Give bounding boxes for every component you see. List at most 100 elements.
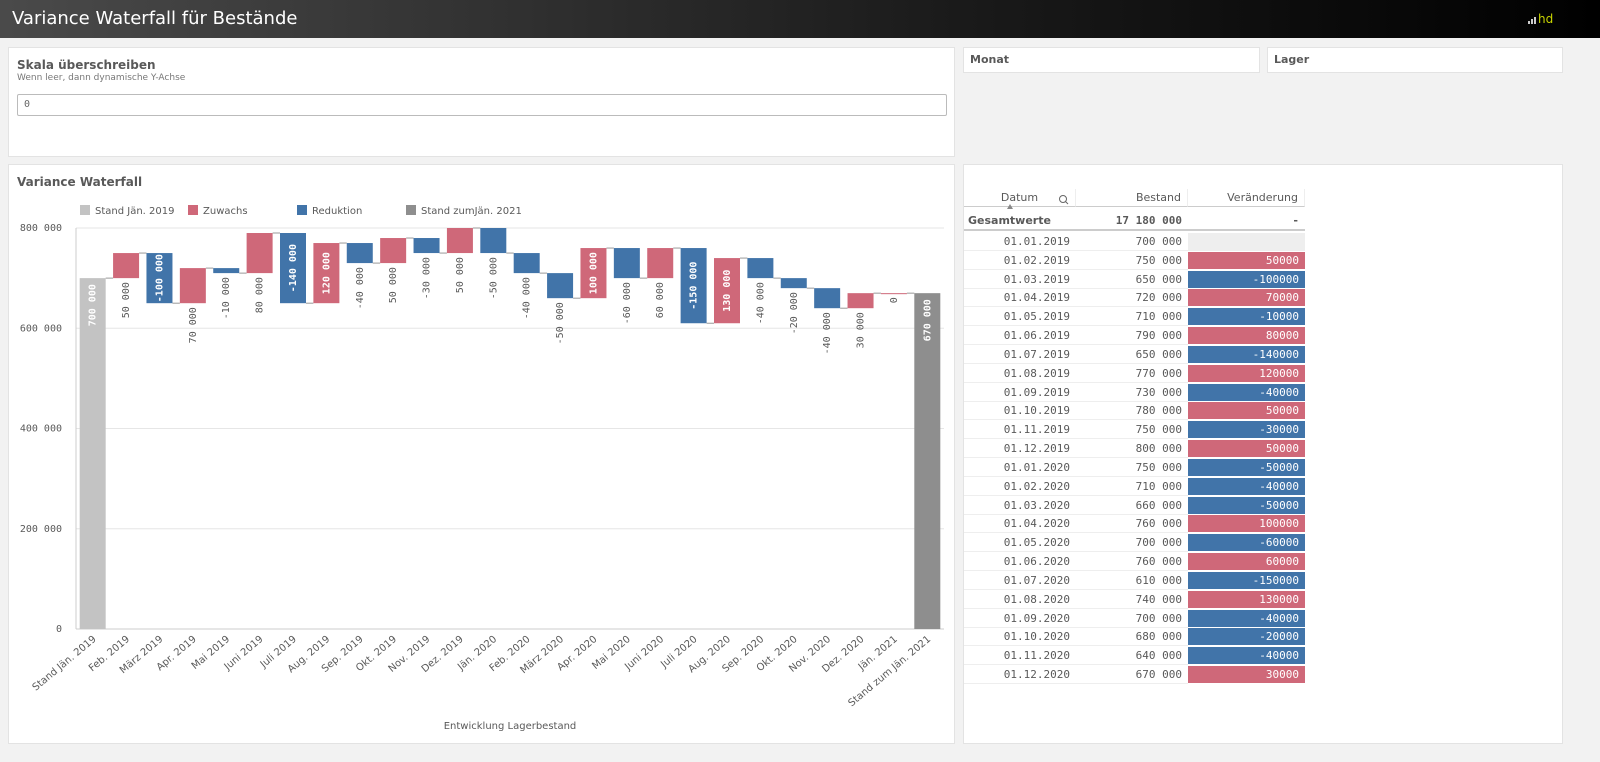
- table-cell: 750 000: [1076, 459, 1188, 477]
- table-cell: 760 000: [1076, 553, 1188, 572]
- change-cell: -50000: [1188, 496, 1305, 515]
- table-cell: 01.10.2020: [964, 628, 1076, 647]
- change-cell: -140000: [1188, 345, 1305, 364]
- table-cell: 01.07.2020: [964, 572, 1076, 590]
- change-cell: 50000: [1188, 440, 1305, 459]
- value-label: 120 000: [321, 252, 332, 294]
- filter-monat[interactable]: Monat: [963, 47, 1260, 73]
- table-cell: 01.06.2020: [964, 553, 1076, 572]
- bar: [113, 253, 140, 279]
- table-panel: Datum Bestand Veränderung Gesamtwerte 17 180…: [963, 164, 1563, 744]
- filter-label: Lager: [1274, 53, 1310, 66]
- legend-label: Reduktion: [312, 206, 362, 217]
- empty-cell: [1188, 233, 1305, 251]
- value-label: -40 000: [822, 312, 833, 354]
- table-cell: 700 000: [1076, 233, 1188, 251]
- bar: [647, 248, 674, 279]
- value-label: -40 000: [355, 267, 366, 309]
- table-cell: 790 000: [1076, 327, 1188, 346]
- table-cell: 01.02.2019: [964, 252, 1076, 270]
- table-cell: 730 000: [1076, 384, 1188, 402]
- legend-label: Stand zumJän. 2021: [421, 206, 522, 217]
- chart: 0 200 000 400 000 600 000 800 000 Stand Jän. …: [20, 205, 944, 732]
- bar: [847, 293, 874, 309]
- scale-title: Skala überschreiben: [17, 58, 156, 72]
- logo: hd: [1528, 12, 1553, 26]
- bar: [79, 278, 106, 629]
- table-cell: 750 000: [1076, 421, 1188, 440]
- value-label: -40 000: [522, 277, 533, 319]
- x-axis-title: Entwicklung Lagerbestand: [444, 721, 577, 732]
- value-label: 50 000: [388, 267, 399, 303]
- value-label: -150 000: [689, 262, 700, 310]
- table-cell: 01.08.2020: [964, 591, 1076, 609]
- header-title: Variance Waterfall für Bestände: [12, 8, 298, 29]
- totals-cell: Gesamtwerte: [964, 211, 1076, 231]
- change-cell: 130000: [1188, 590, 1305, 609]
- value-label: 80 000: [255, 277, 266, 313]
- change-cell: 80000: [1188, 327, 1305, 346]
- table-cell: 01.09.2019: [964, 384, 1076, 402]
- bar: [179, 268, 206, 304]
- totals-cell: 17 180 000: [1076, 211, 1188, 231]
- bar: [480, 228, 507, 254]
- change-cell: -40000: [1188, 609, 1305, 628]
- bar: [413, 238, 440, 254]
- bar: [780, 278, 807, 289]
- table-cell: 01.04.2019: [964, 289, 1076, 308]
- header-bar: Variance Waterfall für Bestände hd: [0, 0, 1600, 38]
- y-tick-label: 600 000: [20, 323, 62, 334]
- table-cell: 640 000: [1076, 647, 1188, 666]
- change-cell: -40000: [1188, 477, 1305, 496]
- table-cell: 01.03.2019: [964, 271, 1076, 289]
- change-cell: -60000: [1188, 534, 1305, 553]
- table-cell: 710 000: [1076, 308, 1188, 327]
- change-cell: 100000: [1188, 515, 1305, 534]
- legend-swatch: [188, 205, 198, 215]
- value-label: -50 000: [555, 302, 566, 344]
- bar: [446, 228, 473, 254]
- bar: [914, 293, 941, 629]
- table-cell: 01.09.2020: [964, 610, 1076, 628]
- table-cell: 660 000: [1076, 497, 1188, 515]
- change-cell: -30000: [1188, 421, 1305, 440]
- value-label: 60 000: [655, 282, 666, 318]
- table-cell: 01.02.2020: [964, 478, 1076, 496]
- table: Datum Bestand Veränderung Gesamtwerte 17 180…: [964, 165, 1564, 745]
- scale-input[interactable]: 0: [17, 94, 947, 116]
- table-cell: 670 000: [1076, 666, 1188, 685]
- value-label: 0: [889, 297, 900, 303]
- legend-label: Stand Jän. 2019: [95, 206, 174, 217]
- value-label: -30 000: [422, 257, 433, 299]
- bar: [513, 253, 540, 274]
- change-cell: 60000: [1188, 553, 1305, 572]
- value-label: -50 000: [488, 257, 499, 299]
- legend-swatch: [80, 205, 90, 215]
- scale-subtitle: Wenn leer, dann dynamische Y-Achse: [17, 73, 186, 83]
- table-cell: 01.04.2020: [964, 515, 1076, 534]
- table-cell: 650 000: [1076, 271, 1188, 289]
- table-cell: 770 000: [1076, 365, 1188, 383]
- change-cell: -40000: [1188, 647, 1305, 666]
- svg-text:hd: hd: [1538, 12, 1553, 26]
- table-cell: 610 000: [1076, 572, 1188, 590]
- bar: [346, 243, 373, 264]
- table-cell: 760 000: [1076, 515, 1188, 534]
- table-cell: 780 000: [1076, 402, 1188, 421]
- filter-lager[interactable]: Lager: [1267, 47, 1563, 73]
- bar: [246, 233, 273, 274]
- y-tick-label: 800 000: [20, 223, 62, 234]
- value-label: -100 000: [154, 254, 165, 302]
- sort-search-icons[interactable]: [1004, 193, 1074, 211]
- bar: [547, 273, 574, 299]
- filter-label: Monat: [970, 53, 1010, 66]
- table-cell: 01.11.2019: [964, 421, 1076, 440]
- table-cell: 01.05.2019: [964, 308, 1076, 327]
- change-cell: 50000: [1188, 402, 1305, 421]
- change-cell: -20000: [1188, 628, 1305, 647]
- bar: [580, 248, 607, 299]
- table-cell: 01.03.2020: [964, 497, 1076, 515]
- value-label: 50 000: [121, 282, 132, 318]
- table-cell: 750 000: [1076, 252, 1188, 270]
